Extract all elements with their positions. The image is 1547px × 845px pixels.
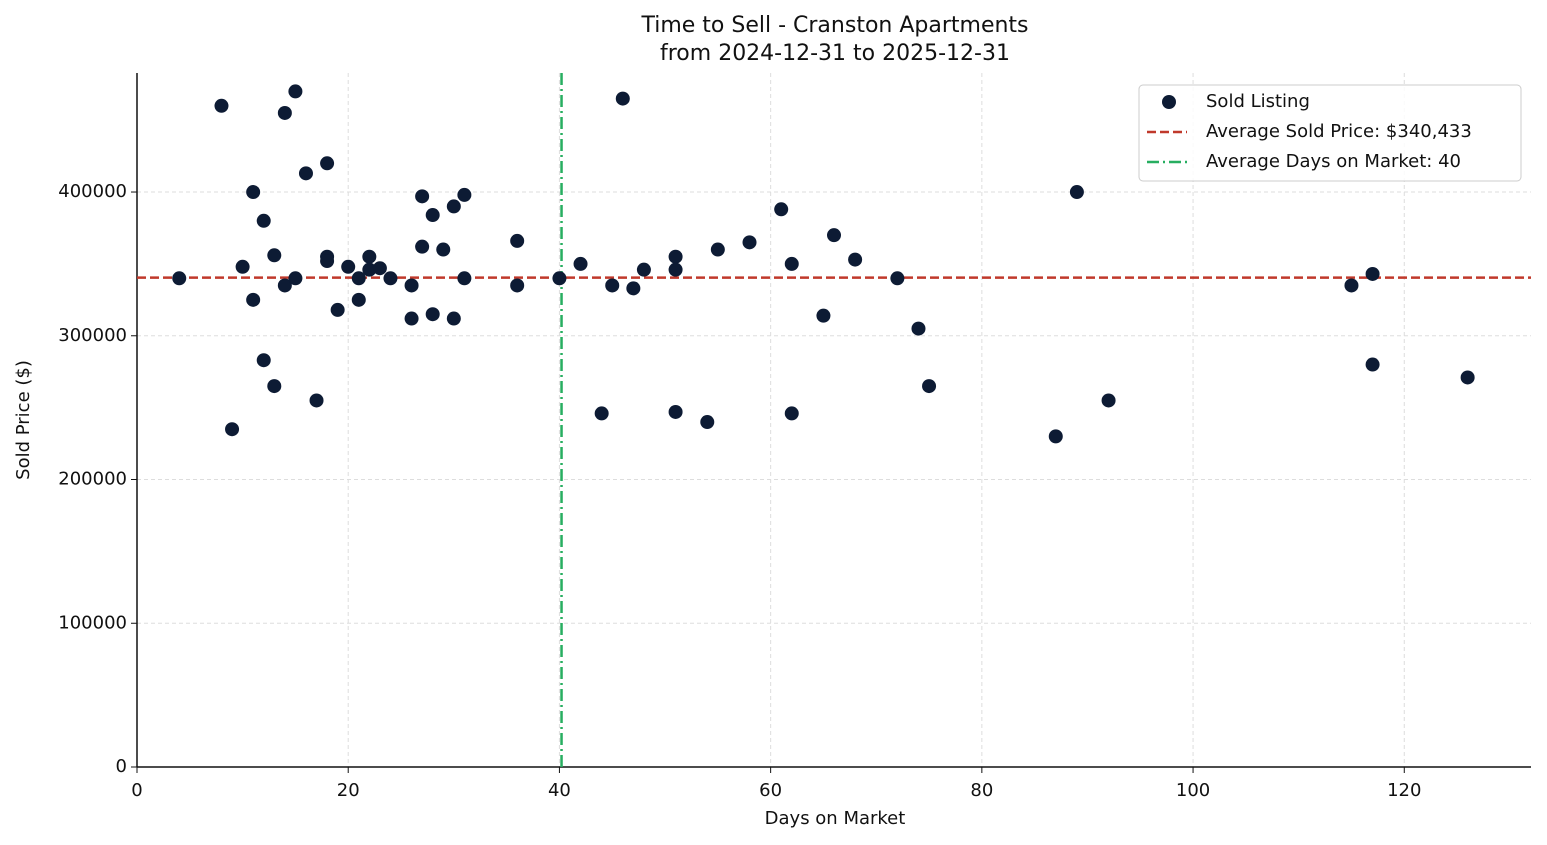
point bbox=[267, 248, 282, 263]
point bbox=[848, 252, 863, 267]
point bbox=[404, 278, 419, 293]
x-tick-label: 40 bbox=[548, 780, 571, 801]
point bbox=[605, 278, 620, 293]
y-tick-label: 0 bbox=[116, 756, 127, 777]
x-tick-label: 80 bbox=[970, 780, 993, 801]
point bbox=[911, 321, 926, 336]
point bbox=[573, 256, 588, 271]
point bbox=[1460, 370, 1475, 385]
point bbox=[774, 202, 789, 217]
point bbox=[372, 261, 387, 276]
y-tick-label: 400000 bbox=[58, 181, 127, 202]
legend-label: Sold Listing bbox=[1206, 91, 1310, 112]
point bbox=[425, 208, 440, 223]
point bbox=[710, 242, 725, 257]
point bbox=[1101, 393, 1116, 408]
point bbox=[1365, 266, 1380, 281]
point bbox=[214, 98, 229, 113]
chart-subtitle: from 2024-12-31 to 2025-12-31 bbox=[660, 41, 1010, 66]
point bbox=[267, 379, 282, 394]
point bbox=[827, 228, 841, 243]
point bbox=[425, 307, 440, 322]
point bbox=[626, 281, 641, 296]
x-axis-label: Days on Market bbox=[765, 808, 906, 829]
point bbox=[404, 311, 419, 326]
x-tick-label: 60 bbox=[759, 780, 782, 801]
point bbox=[225, 422, 240, 437]
point bbox=[510, 233, 525, 248]
point bbox=[341, 259, 356, 274]
point bbox=[415, 189, 430, 204]
chart-title: Time to Sell - Cranston Apartments bbox=[640, 13, 1028, 38]
point bbox=[457, 271, 472, 286]
point bbox=[1365, 357, 1380, 372]
point bbox=[446, 199, 461, 214]
point bbox=[668, 262, 683, 277]
point bbox=[436, 242, 451, 257]
point bbox=[784, 406, 799, 421]
point bbox=[510, 278, 525, 293]
point bbox=[615, 91, 630, 106]
legend-label: Average Sold Price: $340,433 bbox=[1206, 121, 1472, 142]
point bbox=[246, 185, 261, 200]
y-axis-label: Sold Price ($) bbox=[13, 360, 34, 480]
y-tick-label: 200000 bbox=[58, 469, 127, 490]
point bbox=[816, 308, 831, 323]
point bbox=[552, 271, 567, 286]
legend-label: Average Days on Market: 40 bbox=[1206, 151, 1461, 172]
point bbox=[742, 235, 757, 250]
point bbox=[351, 271, 366, 286]
point bbox=[320, 254, 335, 269]
y-tick-label: 300000 bbox=[58, 325, 127, 346]
point bbox=[594, 406, 609, 421]
point bbox=[1344, 278, 1359, 293]
point bbox=[288, 271, 303, 286]
point bbox=[636, 262, 651, 277]
x-tick-label: 100 bbox=[1176, 780, 1210, 801]
point bbox=[1048, 429, 1063, 444]
x-tick-label: 20 bbox=[337, 780, 360, 801]
point bbox=[298, 166, 313, 181]
legend-box bbox=[1138, 84, 1522, 182]
point bbox=[922, 379, 937, 394]
point bbox=[457, 187, 472, 202]
point bbox=[172, 271, 187, 286]
point bbox=[446, 311, 461, 326]
point bbox=[890, 271, 905, 286]
point bbox=[330, 302, 345, 317]
point bbox=[362, 249, 377, 264]
y-tick-label: 100000 bbox=[58, 612, 127, 633]
point bbox=[288, 84, 303, 99]
x-tick-label: 120 bbox=[1387, 780, 1421, 801]
point bbox=[256, 213, 271, 228]
x-tick-label: 0 bbox=[131, 780, 142, 801]
point bbox=[668, 249, 683, 264]
point bbox=[351, 292, 366, 307]
point bbox=[277, 105, 292, 120]
point bbox=[246, 292, 261, 307]
point bbox=[309, 393, 324, 408]
point bbox=[320, 156, 335, 171]
point bbox=[668, 404, 683, 419]
point bbox=[1069, 185, 1084, 200]
point bbox=[362, 262, 377, 277]
point bbox=[700, 415, 715, 430]
point bbox=[383, 271, 398, 286]
point bbox=[415, 239, 430, 254]
point bbox=[256, 353, 271, 368]
point bbox=[235, 259, 250, 274]
point bbox=[784, 256, 799, 271]
legend-marker bbox=[1162, 95, 1176, 109]
point bbox=[277, 278, 292, 293]
